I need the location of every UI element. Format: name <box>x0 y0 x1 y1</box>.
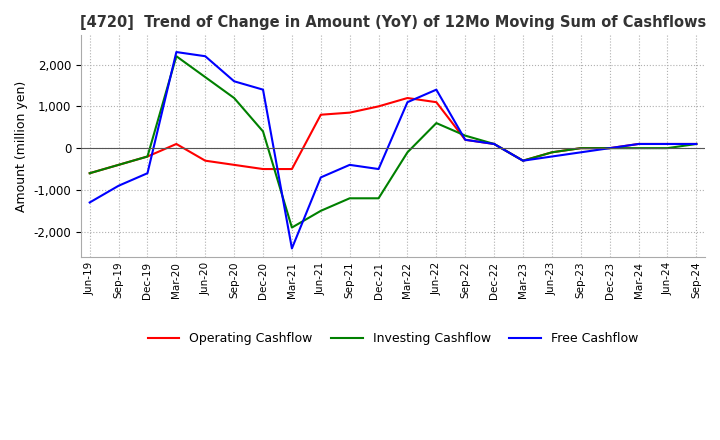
Free Cashflow <box>663 141 672 147</box>
Free Cashflow <box>548 154 557 159</box>
Operating Cashflow <box>432 99 441 105</box>
Operating Cashflow <box>346 110 354 115</box>
Operating Cashflow <box>258 166 267 172</box>
Operating Cashflow <box>548 150 557 155</box>
Investing Cashflow <box>461 133 469 138</box>
Investing Cashflow <box>403 150 412 155</box>
Free Cashflow <box>634 141 643 147</box>
Free Cashflow <box>114 183 123 188</box>
Operating Cashflow <box>143 154 152 159</box>
Free Cashflow <box>577 150 585 155</box>
Line: Operating Cashflow: Operating Cashflow <box>90 98 696 173</box>
Free Cashflow <box>346 162 354 168</box>
Free Cashflow <box>432 87 441 92</box>
Investing Cashflow <box>317 208 325 213</box>
Title: [4720]  Trend of Change in Amount (YoY) of 12Mo Moving Sum of Cashflows: [4720] Trend of Change in Amount (YoY) o… <box>80 15 706 30</box>
Operating Cashflow <box>374 104 383 109</box>
Y-axis label: Amount (million yen): Amount (million yen) <box>15 81 28 212</box>
Investing Cashflow <box>518 158 527 163</box>
Operating Cashflow <box>317 112 325 117</box>
Investing Cashflow <box>374 196 383 201</box>
Operating Cashflow <box>606 146 614 151</box>
Investing Cashflow <box>548 150 557 155</box>
Investing Cashflow <box>432 121 441 126</box>
Investing Cashflow <box>258 129 267 134</box>
Legend: Operating Cashflow, Investing Cashflow, Free Cashflow: Operating Cashflow, Investing Cashflow, … <box>143 327 643 350</box>
Investing Cashflow <box>114 162 123 168</box>
Operating Cashflow <box>114 162 123 168</box>
Line: Investing Cashflow: Investing Cashflow <box>90 56 696 227</box>
Free Cashflow <box>86 200 94 205</box>
Investing Cashflow <box>346 196 354 201</box>
Free Cashflow <box>692 141 701 147</box>
Operating Cashflow <box>403 95 412 101</box>
Free Cashflow <box>143 171 152 176</box>
Free Cashflow <box>461 137 469 143</box>
Operating Cashflow <box>86 171 94 176</box>
Operating Cashflow <box>172 141 181 147</box>
Free Cashflow <box>230 79 238 84</box>
Investing Cashflow <box>143 154 152 159</box>
Investing Cashflow <box>201 74 210 80</box>
Investing Cashflow <box>606 146 614 151</box>
Investing Cashflow <box>287 225 296 230</box>
Line: Free Cashflow: Free Cashflow <box>90 52 696 249</box>
Free Cashflow <box>258 87 267 92</box>
Operating Cashflow <box>577 146 585 151</box>
Operating Cashflow <box>663 141 672 147</box>
Investing Cashflow <box>663 146 672 151</box>
Investing Cashflow <box>172 54 181 59</box>
Free Cashflow <box>606 146 614 151</box>
Free Cashflow <box>172 49 181 55</box>
Investing Cashflow <box>577 146 585 151</box>
Free Cashflow <box>374 166 383 172</box>
Operating Cashflow <box>490 141 498 147</box>
Operating Cashflow <box>634 141 643 147</box>
Operating Cashflow <box>287 166 296 172</box>
Free Cashflow <box>317 175 325 180</box>
Operating Cashflow <box>518 158 527 163</box>
Operating Cashflow <box>461 137 469 143</box>
Investing Cashflow <box>230 95 238 101</box>
Investing Cashflow <box>490 141 498 147</box>
Free Cashflow <box>518 158 527 163</box>
Operating Cashflow <box>230 162 238 168</box>
Free Cashflow <box>490 141 498 147</box>
Operating Cashflow <box>201 158 210 163</box>
Free Cashflow <box>201 54 210 59</box>
Investing Cashflow <box>634 146 643 151</box>
Operating Cashflow <box>692 141 701 147</box>
Free Cashflow <box>287 246 296 251</box>
Free Cashflow <box>403 99 412 105</box>
Investing Cashflow <box>692 141 701 147</box>
Investing Cashflow <box>86 171 94 176</box>
